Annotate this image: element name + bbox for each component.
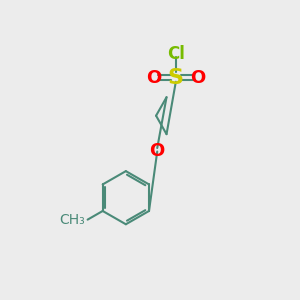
Text: S: S <box>168 68 184 88</box>
Text: CH₃: CH₃ <box>59 213 85 226</box>
Text: Cl: Cl <box>167 46 185 64</box>
Text: O: O <box>146 69 161 87</box>
Text: O: O <box>190 69 206 87</box>
Text: O: O <box>150 142 165 160</box>
